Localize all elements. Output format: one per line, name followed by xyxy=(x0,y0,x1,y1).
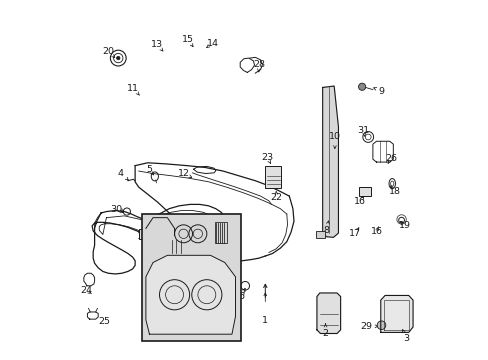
Text: 26: 26 xyxy=(384,154,396,163)
Bar xyxy=(316,231,325,238)
Text: 28: 28 xyxy=(252,60,264,69)
Text: 6: 6 xyxy=(238,292,244,301)
Bar xyxy=(139,229,153,239)
Text: 4: 4 xyxy=(118,169,123,178)
Text: 16: 16 xyxy=(353,197,365,206)
Text: 7: 7 xyxy=(219,266,224,275)
Text: 21: 21 xyxy=(193,310,205,319)
Text: 17: 17 xyxy=(348,229,360,238)
Text: 27: 27 xyxy=(178,247,190,256)
Bar xyxy=(215,222,226,243)
Text: 20: 20 xyxy=(102,47,114,56)
Text: 19: 19 xyxy=(398,221,409,230)
Bar xyxy=(359,187,370,196)
Polygon shape xyxy=(322,86,338,237)
Text: 22: 22 xyxy=(270,193,282,202)
Polygon shape xyxy=(145,255,235,334)
Text: 16: 16 xyxy=(137,232,149,241)
Text: 11: 11 xyxy=(127,84,139,93)
Text: 23: 23 xyxy=(261,153,273,162)
Text: 5: 5 xyxy=(146,166,152,175)
Bar xyxy=(168,240,188,253)
Text: 25: 25 xyxy=(98,317,110,326)
Text: 2: 2 xyxy=(322,329,328,338)
Circle shape xyxy=(116,56,120,60)
Circle shape xyxy=(376,321,385,329)
Polygon shape xyxy=(380,296,412,332)
Bar xyxy=(265,166,281,188)
Text: 16: 16 xyxy=(370,228,382,237)
Text: 3: 3 xyxy=(403,334,409,343)
Text: 18: 18 xyxy=(388,187,400,196)
Polygon shape xyxy=(316,293,340,333)
Text: 12: 12 xyxy=(178,169,190,178)
Text: 15: 15 xyxy=(182,35,193,44)
Text: 1: 1 xyxy=(262,316,268,325)
Text: 31: 31 xyxy=(357,126,369,135)
Text: 29: 29 xyxy=(360,322,372,331)
Text: 13: 13 xyxy=(151,40,163,49)
Text: 10: 10 xyxy=(328,132,340,141)
Text: 8: 8 xyxy=(323,226,328,235)
Text: 14: 14 xyxy=(206,39,218,48)
Bar xyxy=(142,214,241,341)
Text: 30: 30 xyxy=(110,205,122,214)
Text: 9: 9 xyxy=(378,86,384,95)
Text: 24: 24 xyxy=(80,286,92,295)
Circle shape xyxy=(358,83,365,90)
